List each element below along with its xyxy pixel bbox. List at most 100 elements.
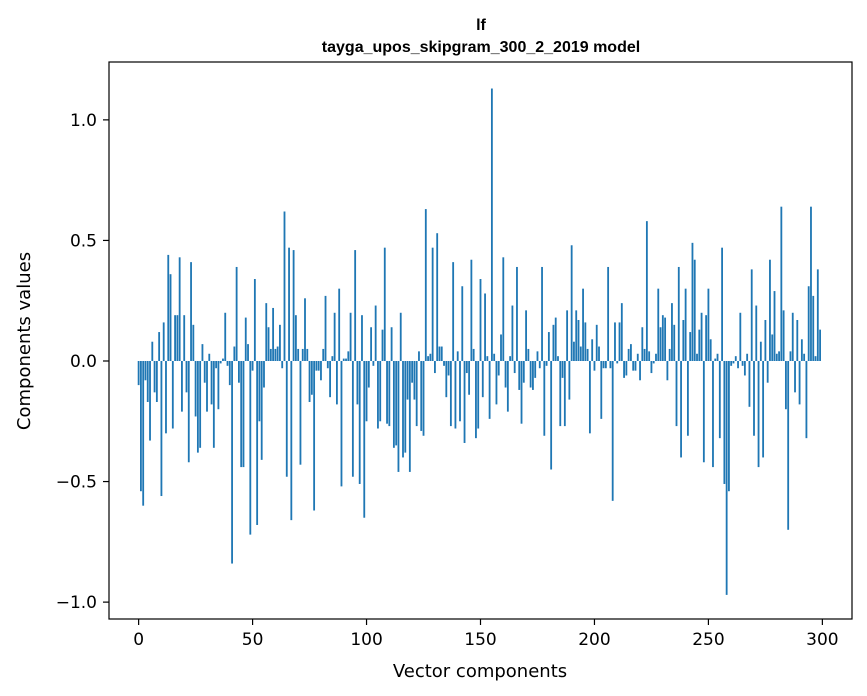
bar-120 [411, 361, 414, 383]
bar-159 [500, 334, 502, 361]
bar-191 [573, 341, 575, 361]
bar-232 [666, 361, 669, 381]
bar-62 [279, 324, 281, 361]
bar-6 [151, 341, 154, 361]
bar-79 [317, 361, 320, 371]
bar-167 [518, 361, 521, 390]
bar-182 [552, 324, 555, 361]
bar-81 [322, 348, 325, 361]
bar-48 [247, 344, 249, 361]
bar-131 [436, 233, 439, 361]
chart-title: lf [476, 17, 486, 34]
bar-296 [812, 295, 815, 361]
bar-14 [169, 274, 172, 361]
bar-87 [336, 361, 338, 405]
bar-145 [468, 361, 471, 395]
bar-135 [445, 361, 448, 398]
x-tick-label: 0 [133, 630, 144, 650]
bar-236 [675, 361, 678, 427]
bar-133 [440, 346, 443, 361]
y-tick-label: 1.0 [70, 111, 97, 131]
bar-74 [306, 348, 309, 361]
bar-0 [137, 361, 140, 386]
bar-53 [258, 361, 261, 422]
bar-245 [696, 353, 698, 361]
bar-64 [283, 211, 286, 361]
bar-52 [256, 361, 259, 525]
bar-241 [686, 361, 689, 436]
bar-281 [778, 351, 780, 361]
bar-215 [627, 348, 630, 361]
bar-154 [488, 361, 491, 419]
bar-12 [165, 361, 167, 434]
bar-108 [383, 247, 386, 361]
bar-223 [645, 221, 648, 361]
bar-178 [543, 361, 546, 436]
bar-181 [550, 361, 553, 470]
bar-141 [459, 361, 461, 422]
bar-110 [388, 361, 391, 427]
chart-subtitle: tayga_upos_skipgram_300_2_2019 model [322, 39, 640, 56]
bar-56 [265, 303, 268, 361]
bar-150 [479, 279, 482, 361]
bar-174 [534, 361, 537, 378]
bar-160 [502, 257, 505, 361]
bar-100 [365, 361, 368, 422]
bar-130 [434, 361, 436, 374]
bar-129 [431, 247, 434, 361]
bars-group [137, 88, 821, 595]
bar-279 [773, 291, 776, 361]
bar-22 [187, 361, 190, 463]
bar-267 [746, 353, 749, 361]
bar-99 [363, 361, 366, 518]
bar-101 [367, 361, 370, 388]
bar-85 [331, 356, 334, 361]
bar-235 [673, 324, 676, 361]
bar-195 [582, 288, 584, 361]
bar-3 [144, 361, 147, 381]
x-axis-ticks: 0 50 100 150 200 250 300 [133, 619, 839, 650]
bar-32 [210, 361, 213, 405]
y-tick-label: −1.0 [56, 593, 97, 613]
bar-287 [791, 312, 794, 361]
bar-47 [244, 317, 247, 361]
bar-137 [449, 361, 452, 427]
bar-284 [784, 361, 787, 410]
bar-37 [222, 358, 224, 361]
bar-291 [800, 339, 803, 361]
bar-49 [249, 361, 252, 535]
bar-83 [326, 361, 329, 369]
bar-60 [274, 348, 277, 361]
bar-256 [721, 247, 723, 361]
bar-176 [538, 361, 541, 369]
bar-24 [192, 324, 195, 361]
bar-68 [292, 250, 295, 361]
bar-248 [702, 361, 705, 463]
bar-149 [477, 361, 480, 429]
bar-234 [671, 303, 673, 361]
bar-33 [212, 361, 215, 448]
y-tick-label: 0.0 [70, 352, 97, 372]
bar-35 [217, 361, 220, 410]
bar-247 [700, 312, 703, 361]
bar-280 [775, 353, 778, 361]
bar-179 [545, 361, 548, 366]
bar-23 [190, 262, 192, 361]
bar-263 [737, 361, 739, 369]
bar-61 [276, 346, 279, 361]
bar-132 [438, 346, 441, 361]
bar-152 [484, 293, 486, 361]
bar-127 [427, 356, 429, 361]
bar-206 [607, 266, 610, 361]
bar-217 [632, 361, 635, 371]
bar-20 [183, 315, 186, 361]
bar-94 [351, 361, 354, 477]
bar-253 [714, 358, 717, 361]
y-axis-ticks: −1.0 −0.5 0.0 0.5 1.0 [56, 111, 109, 613]
bar-297 [814, 356, 817, 361]
bar-216 [630, 344, 632, 361]
bar-201 [595, 324, 598, 361]
bar-21 [185, 361, 188, 393]
bar-275 [764, 320, 767, 361]
bar-237 [677, 266, 680, 361]
